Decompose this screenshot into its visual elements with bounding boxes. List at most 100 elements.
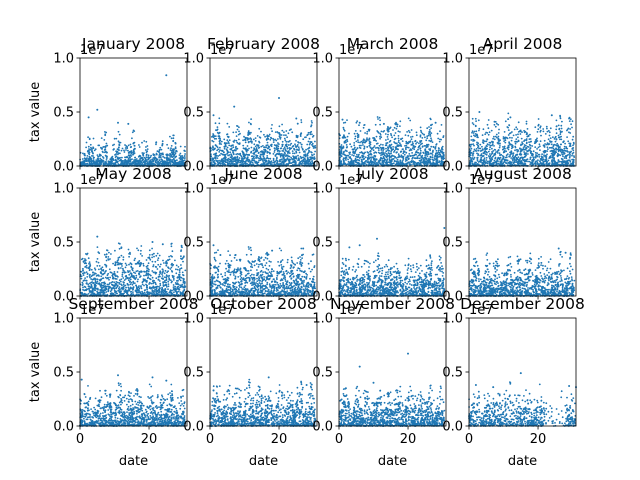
data-point	[311, 121, 313, 124]
data-point	[498, 128, 500, 131]
data-point	[248, 153, 251, 156]
data-point	[267, 159, 270, 162]
data-point	[419, 148, 422, 150]
data-point	[439, 130, 441, 133]
data-point	[133, 130, 136, 133]
data-point	[117, 140, 120, 143]
data-point	[525, 160, 528, 163]
data-point	[229, 156, 232, 159]
data-point	[350, 145, 353, 148]
data-point	[346, 135, 349, 138]
data-point	[503, 131, 506, 133]
data-point	[151, 158, 154, 161]
data-point	[161, 142, 164, 145]
data-point	[536, 148, 538, 150]
data-point	[415, 142, 417, 145]
data-point	[568, 151, 570, 153]
data-point	[539, 140, 542, 143]
data-point	[133, 152, 136, 155]
data-point	[231, 155, 233, 158]
data-point	[358, 121, 361, 124]
data-point	[145, 146, 147, 148]
data-point	[491, 147, 493, 150]
data-point	[473, 130, 476, 133]
data-point	[251, 155, 254, 158]
data-point	[387, 138, 389, 141]
data-point	[341, 118, 344, 121]
data-point	[171, 163, 174, 166]
data-point	[247, 160, 250, 163]
data-point	[119, 152, 121, 155]
data-point	[434, 154, 437, 157]
data-point	[166, 159, 169, 162]
data-point	[548, 162, 551, 165]
data-point	[401, 140, 404, 143]
data-point	[407, 161, 410, 164]
data-point	[503, 145, 506, 148]
data-point	[349, 161, 352, 163]
data-point	[526, 127, 529, 130]
data-point	[267, 157, 270, 160]
data-point	[295, 139, 297, 142]
data-point	[393, 149, 396, 152]
subplot-title: January 2008	[81, 35, 185, 53]
data-point	[89, 143, 92, 146]
data-point	[426, 135, 429, 138]
data-point	[214, 157, 217, 160]
data-point	[470, 143, 472, 146]
data-point	[569, 160, 572, 163]
data-point	[97, 155, 99, 158]
data-point	[220, 140, 223, 143]
data-point	[529, 144, 532, 147]
data-point	[560, 138, 563, 141]
data-point	[179, 157, 182, 159]
data-point	[308, 149, 310, 152]
data-point	[114, 154, 116, 156]
data-point	[380, 143, 382, 146]
data-point	[92, 156, 95, 159]
data-point	[428, 139, 431, 142]
data-point	[347, 154, 349, 157]
data-point	[253, 147, 256, 150]
data-point	[96, 157, 99, 160]
data-point	[219, 149, 221, 152]
data-point	[495, 161, 498, 163]
data-point	[308, 147, 310, 150]
data-point	[219, 142, 221, 144]
data-point	[223, 146, 226, 148]
data-point	[472, 153, 474, 156]
data-point	[559, 146, 561, 148]
data-point	[526, 158, 529, 161]
data-point	[436, 159, 439, 162]
data-point	[100, 275, 103, 278]
data-point	[419, 154, 421, 157]
data-point	[254, 140, 257, 142]
data-point	[485, 156, 488, 159]
data-point	[403, 151, 405, 154]
data-point	[304, 136, 306, 139]
data-point	[99, 161, 102, 164]
data-point	[527, 160, 529, 163]
data-point	[117, 121, 119, 124]
data-point	[158, 154, 161, 157]
data-point	[118, 144, 121, 147]
data-point	[476, 143, 478, 146]
data-point	[247, 132, 250, 135]
data-point	[379, 146, 382, 149]
data-point	[405, 140, 408, 143]
data-point	[172, 157, 175, 160]
data-point	[520, 137, 523, 140]
data-point	[307, 152, 309, 155]
data-point	[559, 117, 562, 120]
data-point	[105, 162, 108, 165]
data-point	[115, 137, 118, 140]
data-point	[430, 127, 432, 129]
data-point	[235, 135, 238, 138]
data-point	[550, 143, 553, 146]
data-point	[375, 135, 378, 138]
data-point	[179, 152, 182, 155]
data-point	[419, 141, 422, 144]
data-point	[268, 133, 271, 136]
data-point	[121, 271, 124, 274]
data-point	[246, 145, 249, 147]
